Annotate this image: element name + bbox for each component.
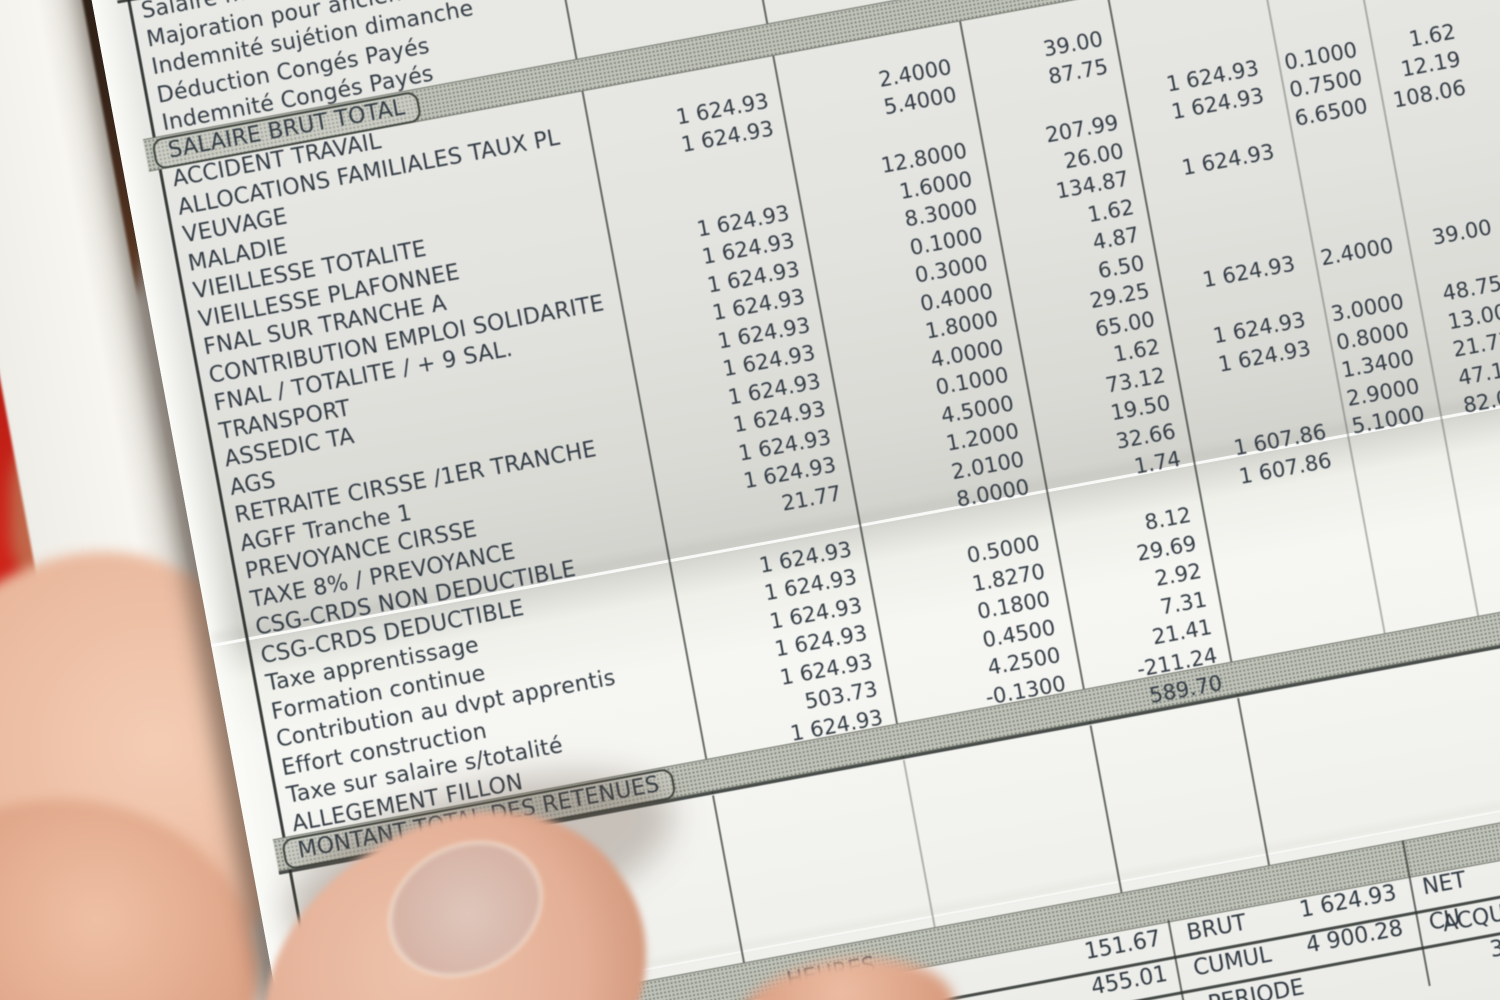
cell-montant2: 39.00 (1430, 215, 1494, 250)
column-line-3-ext (1089, 725, 1123, 893)
payslip-table: 151.67 BRUT 1 624.93 NET 455.01 CUMUL 4 … (113, 0, 1500, 1000)
row-label: AGS (227, 467, 278, 501)
payslip-paper-wrap: 151.67 BRUT 1 624.93 NET 455.01 CUMUL 4 … (62, 0, 1500, 1000)
payslip-paper: 151.67 BRUT 1 624.93 NET 455.01 CUMUL 4 … (62, 0, 1500, 1000)
column-line-4-ext (1237, 697, 1270, 866)
column-line-1-ext (712, 795, 745, 963)
column-line-2-ext (902, 759, 936, 928)
